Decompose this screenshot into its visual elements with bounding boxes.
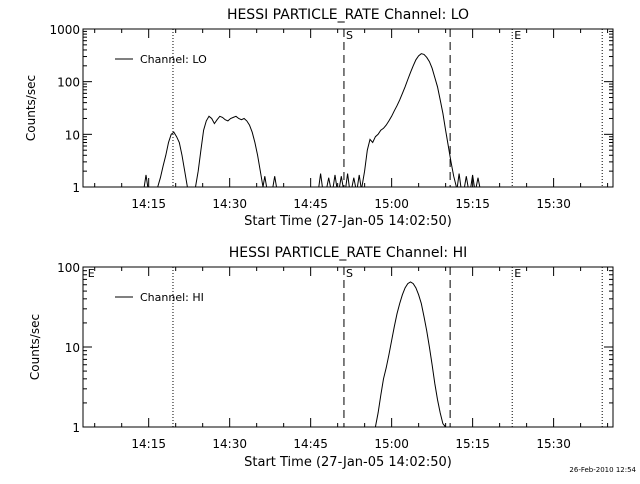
series-line (332, 174, 338, 188)
series-line (339, 176, 344, 188)
x-axis-label: Start Time (27-Jan-05 14:02:50) (244, 214, 452, 229)
series-line (374, 281, 446, 428)
x-axis-label: Start Time (27-Jan-05 14:02:50) (244, 455, 452, 470)
legend-entry: Channel: HI (140, 291, 204, 304)
series-line (345, 173, 350, 188)
y-tick-label: 1 (72, 181, 80, 195)
series-line (361, 53, 457, 188)
series-line (456, 173, 462, 188)
series-line (318, 173, 323, 188)
x-tick-label: 15:15 (455, 437, 490, 451)
series-line (272, 176, 277, 188)
x-tick-label: 15:30 (536, 197, 571, 211)
chart-panel-2: HESSI PARTICLE_RATE Channel: HI 14:15 14:3… (28, 245, 614, 470)
marker-label: E (88, 267, 95, 280)
plot-frame (82, 28, 614, 188)
y-tick-label: 10 (65, 341, 80, 355)
y-axis-label: Counts/sec (28, 314, 42, 380)
y-tick-label: 100 (57, 76, 80, 90)
x-tick-label: 14:15 (131, 197, 166, 211)
x-tick-label: 14:30 (212, 437, 247, 451)
y-tick-label: 100 (57, 261, 80, 275)
series-line (464, 176, 469, 188)
series-line (326, 177, 331, 188)
chart-title: HESSI PARTICLE_RATE Channel: HI (229, 245, 467, 261)
series-line (351, 177, 357, 188)
y-tick-label: 10 (65, 128, 80, 142)
x-tick-label: 15:30 (536, 437, 571, 451)
marker-label: E (514, 267, 521, 280)
series-line (195, 115, 264, 188)
x-tick-label: 14:30 (212, 197, 247, 211)
x-tick-label: 14:45 (293, 197, 328, 211)
x-tick-label: 15:00 (374, 197, 409, 211)
series-line (157, 131, 188, 188)
series-line (262, 176, 268, 188)
x-tick-label: 15:00 (374, 437, 409, 451)
legend-entry: Channel: LO (140, 53, 207, 66)
x-tick-label: 14:45 (293, 437, 328, 451)
marker-label: E (514, 29, 521, 42)
x-tick-label: 14:15 (131, 437, 166, 451)
series-line (356, 174, 362, 188)
series-line (470, 174, 475, 188)
series-line (143, 174, 149, 188)
x-tick-label: 15:15 (455, 197, 490, 211)
y-axis-label: Counts/sec (24, 75, 38, 141)
marker-label: S (346, 267, 353, 280)
y-tick-label: 1 (72, 421, 80, 435)
marker-label: S (346, 29, 353, 42)
chart-panel-1: HESSI PARTICLE_RATE Channel: LO 14:15 14:3… (24, 7, 614, 229)
footer-timestamp: 26-Feb-2010 12:54 (569, 466, 636, 474)
y-tick-label: 1000 (49, 23, 80, 37)
chart-title: HESSI PARTICLE_RATE Channel: LO (227, 7, 469, 23)
series-line (475, 177, 481, 188)
